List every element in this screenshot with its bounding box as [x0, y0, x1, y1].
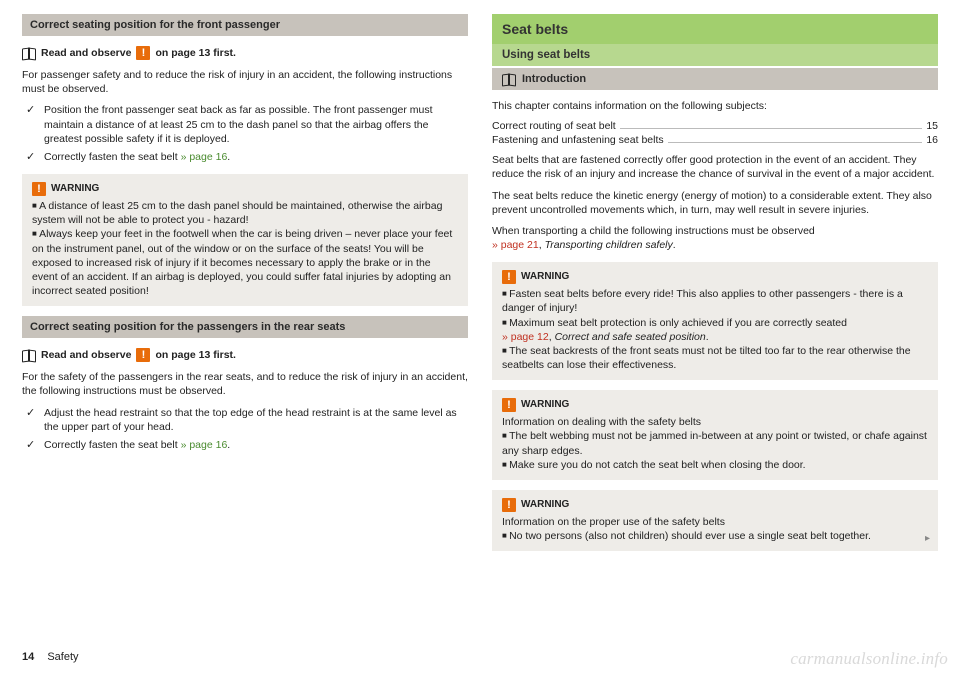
warning-item: ■ No two persons (also not children) sho…	[502, 529, 928, 543]
warning-icon: !	[136, 348, 150, 362]
warning-item: ■ The belt webbing must not be jammed in…	[502, 429, 928, 457]
warning-block-3: ! WARNING Information on dealing with th…	[492, 390, 938, 480]
book-icon	[22, 350, 36, 361]
toc-row: Correct routing of seat belt 15	[492, 120, 938, 132]
intro-label: Introduction	[522, 73, 586, 85]
warning-icon: !	[502, 270, 516, 284]
page-link: » page 16	[181, 151, 228, 163]
introduction-bar: Introduction	[492, 68, 938, 90]
warning-icon: !	[502, 398, 516, 412]
warning-heading: ! WARNING	[502, 270, 928, 284]
toc-leader	[620, 128, 923, 129]
warning-item: ■ Make sure you do not catch the seat be…	[502, 458, 928, 472]
read-observe-line-2: Read and observe ! on page 13 first.	[22, 348, 468, 362]
read-prefix: Read and observe	[41, 47, 131, 59]
heading-rear-passenger: Correct seating position for the passeng…	[22, 316, 468, 338]
warning-label: WARNING	[521, 498, 569, 512]
warning-item: ■ Maximum seat belt protection is only a…	[502, 316, 928, 344]
body-para: The seat belts reduce the kinetic energy…	[492, 189, 938, 217]
chapter-intro: This chapter contains information on the…	[492, 99, 938, 113]
warning-heading: ! WARNING	[32, 182, 458, 196]
warning-item: ■ A distance of least 25 cm to the dash …	[32, 199, 458, 227]
toc-leader	[668, 142, 923, 143]
toc-page: 16	[926, 134, 938, 146]
checklist-2: Adjust the head restraint so that the to…	[22, 406, 468, 453]
page-link: » page 21	[492, 239, 539, 251]
page-link: » page 12	[502, 331, 549, 343]
footer-section: Safety	[47, 651, 78, 663]
warning-label: WARNING	[51, 182, 99, 196]
continue-icon: ▸	[925, 532, 930, 546]
body-para: Seat belts that are fastened correctly o…	[492, 153, 938, 181]
warning-item: ■ Fasten seat belts before every ride! T…	[502, 287, 928, 315]
warning-heading: ! WARNING	[502, 498, 928, 512]
warning-label: WARNING	[521, 398, 569, 412]
warning-block-4: ! WARNING Information on the proper use …	[492, 490, 938, 551]
book-icon	[22, 48, 36, 59]
warning-item: ■ Always keep your feet in the footwell …	[32, 227, 458, 298]
toc-label: Correct routing of seat belt	[492, 120, 616, 132]
warning-icon: !	[32, 182, 46, 196]
warning-icon: !	[502, 498, 516, 512]
section-title: Seat belts	[492, 14, 938, 44]
warning-block-2: ! WARNING ■ Fasten seat belts before eve…	[492, 262, 938, 380]
check-item: Position the front passenger seat back a…	[22, 103, 468, 146]
section-subtitle: Using seat belts	[492, 44, 938, 66]
warning-heading: ! WARNING	[502, 398, 928, 412]
checklist-1: Position the front passenger seat back a…	[22, 103, 468, 164]
page-footer: 14 Safety	[22, 651, 79, 663]
read-observe-line-1: Read and observe ! on page 13 first.	[22, 46, 468, 60]
warning-label: WARNING	[521, 270, 569, 284]
watermark: carmanualsonline.info	[790, 649, 948, 669]
read-suffix: on page 13 first.	[155, 47, 236, 59]
left-column: Correct seating position for the front p…	[22, 14, 468, 561]
toc-label: Fastening and unfastening seat belts	[492, 134, 664, 146]
intro-para-2: For the safety of the passengers in the …	[22, 370, 468, 398]
warning-subhead: Information on dealing with the safety b…	[502, 415, 928, 429]
check-item: Correctly fasten the seat belt » page 16…	[22, 150, 468, 164]
right-column: Seat belts Using seat belts Introduction…	[492, 14, 938, 561]
intro-para-1: For passenger safety and to reduce the r…	[22, 68, 468, 96]
book-icon	[502, 74, 516, 85]
check-item: Correctly fasten the seat belt » page 16…	[22, 438, 468, 452]
heading-front-passenger: Correct seating position for the front p…	[22, 14, 468, 36]
warning-item: ■ The seat backrests of the front seats …	[502, 344, 928, 372]
body-para: When transporting a child the following …	[492, 224, 938, 252]
warning-subhead: Information on the proper use of the saf…	[502, 515, 928, 529]
page-number: 14	[22, 651, 34, 663]
warning-icon: !	[136, 46, 150, 60]
page-link: » page 16	[181, 439, 228, 451]
toc-page: 15	[926, 120, 938, 132]
check-item: Adjust the head restraint so that the to…	[22, 406, 468, 434]
toc-row: Fastening and unfastening seat belts 16	[492, 134, 938, 146]
warning-block-1: ! WARNING ■ A distance of least 25 cm to…	[22, 174, 468, 306]
